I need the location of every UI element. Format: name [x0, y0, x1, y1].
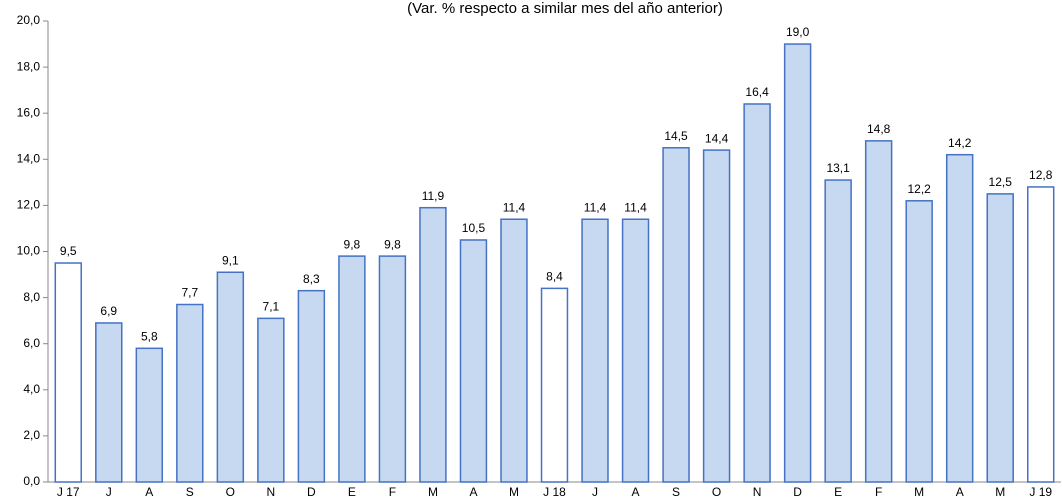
value-label: 19,0 — [786, 25, 810, 39]
x-tick-label: E — [834, 485, 842, 497]
y-tick-label: 16,0 — [17, 105, 41, 119]
value-label: 10,5 — [462, 221, 486, 235]
x-tick-label: A — [469, 485, 477, 497]
bar — [581, 218, 609, 483]
x-tick-label: J 19 — [1029, 485, 1052, 497]
bar — [378, 255, 407, 483]
x-tick-label: E — [348, 485, 356, 497]
x-tick-label: A — [632, 485, 640, 497]
value-label: 11,9 — [422, 189, 445, 203]
x-tick-label: F — [389, 485, 396, 497]
bar — [176, 303, 204, 483]
bar — [257, 317, 285, 483]
x-tick-label: S — [186, 485, 194, 497]
bar — [621, 218, 650, 483]
x-tick-label: F — [875, 485, 882, 497]
y-tick-label: 20,0 — [17, 13, 41, 27]
x-tick-label: O — [712, 485, 721, 497]
x-tick-label: J 17 — [57, 485, 80, 497]
x-tick-label: N — [753, 485, 762, 497]
x-tick-label: S — [672, 485, 680, 497]
value-label: 9,5 — [60, 244, 77, 258]
bar — [216, 271, 245, 483]
x-tick-label: A — [956, 485, 964, 497]
value-label: 8,3 — [303, 272, 320, 286]
x-tick-label: D — [793, 485, 802, 497]
x-tick-label: M — [914, 485, 924, 497]
value-label: 13,1 — [826, 161, 850, 175]
y-tick-label: 2,0 — [23, 428, 40, 442]
value-label: 14,2 — [948, 136, 972, 150]
bar — [459, 239, 488, 483]
value-label: 11,4 — [503, 200, 526, 214]
bar — [1027, 186, 1055, 483]
bar — [864, 140, 893, 483]
bar — [743, 103, 771, 483]
x-tick-label: M — [509, 485, 519, 497]
bar — [662, 147, 690, 483]
value-label: 11,4 — [624, 200, 647, 214]
y-tick-label: 18,0 — [17, 59, 41, 73]
x-tick-label: J — [592, 485, 598, 497]
x-tick-label: N — [267, 485, 276, 497]
y-tick-label: 4,0 — [23, 382, 40, 396]
x-tick-label: J — [106, 485, 112, 497]
y-tick-label: 10,0 — [17, 244, 41, 258]
value-label: 12,8 — [1029, 168, 1053, 182]
y-tick-label: 0,0 — [23, 474, 40, 488]
value-label: 9,8 — [344, 237, 361, 251]
bar — [540, 287, 569, 483]
x-tick-label: M — [995, 485, 1005, 497]
x-tick-label: O — [226, 485, 235, 497]
x-tick-label: D — [307, 485, 316, 497]
value-label: 9,8 — [384, 237, 401, 251]
bar — [54, 262, 82, 483]
x-tick-label: J 18 — [543, 485, 566, 497]
y-tick-label: 12,0 — [17, 198, 41, 212]
value-label: 11,4 — [584, 200, 607, 214]
bar — [500, 218, 528, 483]
bar — [419, 206, 447, 483]
value-label: 16,4 — [745, 85, 769, 99]
x-tick-label: A — [145, 485, 153, 497]
value-label: 14,8 — [867, 122, 891, 136]
chart-title: (Var. % respecto a similar mes del año a… — [407, 0, 723, 17]
value-label: 9,1 — [222, 253, 239, 267]
y-tick-label: 14,0 — [17, 151, 41, 165]
value-label: 12,5 — [989, 175, 1013, 189]
bar — [135, 347, 164, 483]
value-label: 12,2 — [908, 182, 932, 196]
value-label: 14,4 — [705, 131, 729, 145]
bar — [824, 179, 852, 483]
value-label: 8,4 — [546, 270, 563, 284]
value-label: 6,9 — [100, 304, 117, 318]
value-label: 5,8 — [141, 329, 158, 343]
y-tick-label: 6,0 — [23, 336, 40, 350]
bar — [702, 149, 731, 483]
value-label: 7,1 — [263, 300, 280, 314]
bar — [783, 43, 812, 483]
bar — [297, 289, 326, 483]
bar — [95, 322, 123, 483]
bar — [338, 255, 366, 483]
x-tick-label: M — [428, 485, 438, 497]
value-label: 14,5 — [664, 129, 688, 143]
value-label: 7,7 — [181, 286, 198, 300]
y-tick-label: 8,0 — [23, 290, 40, 304]
bar — [905, 200, 933, 483]
bar — [986, 193, 1014, 483]
bar — [945, 153, 974, 483]
